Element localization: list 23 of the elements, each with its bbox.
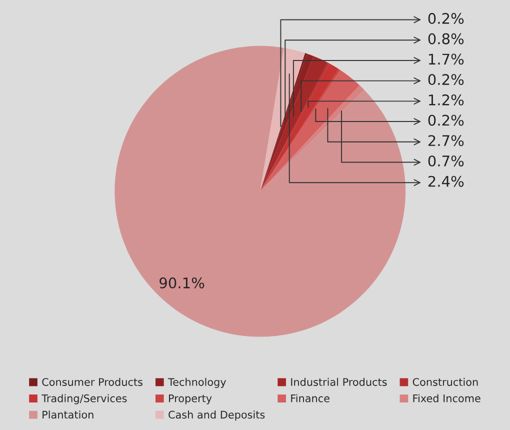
pie-slice (260, 85, 364, 192)
legend-label: Construction (412, 378, 478, 386)
data-label: 90.1% (160, 277, 204, 288)
data-label: 1.7% (428, 54, 464, 65)
data-label: 0.2% (428, 114, 464, 126)
data-label: 0.8% (428, 33, 464, 44)
pie-slice (114, 46, 406, 337)
data-label: 0.2% (428, 74, 464, 86)
legend-label: Cash and Deposits (168, 410, 265, 421)
legend-label: Fixed Income (413, 394, 480, 402)
data-label: 1.2% (428, 94, 464, 106)
legend-label: Plantation (42, 410, 94, 419)
legend-label: Industrial Products (291, 378, 387, 386)
legend-label: Consumer Products (42, 378, 142, 386)
legend-label: Property (169, 394, 212, 404)
data-label: 2.7% (428, 135, 464, 146)
legend-label: Finance (291, 394, 330, 402)
pie-slice (260, 70, 360, 192)
data-label: 0.2% (428, 12, 464, 24)
data-label: 2.4% (428, 176, 464, 187)
data-label: 0.7% (428, 155, 464, 166)
legend-label: Technology (168, 378, 226, 388)
legend-label: Trading/Services (42, 394, 127, 404)
